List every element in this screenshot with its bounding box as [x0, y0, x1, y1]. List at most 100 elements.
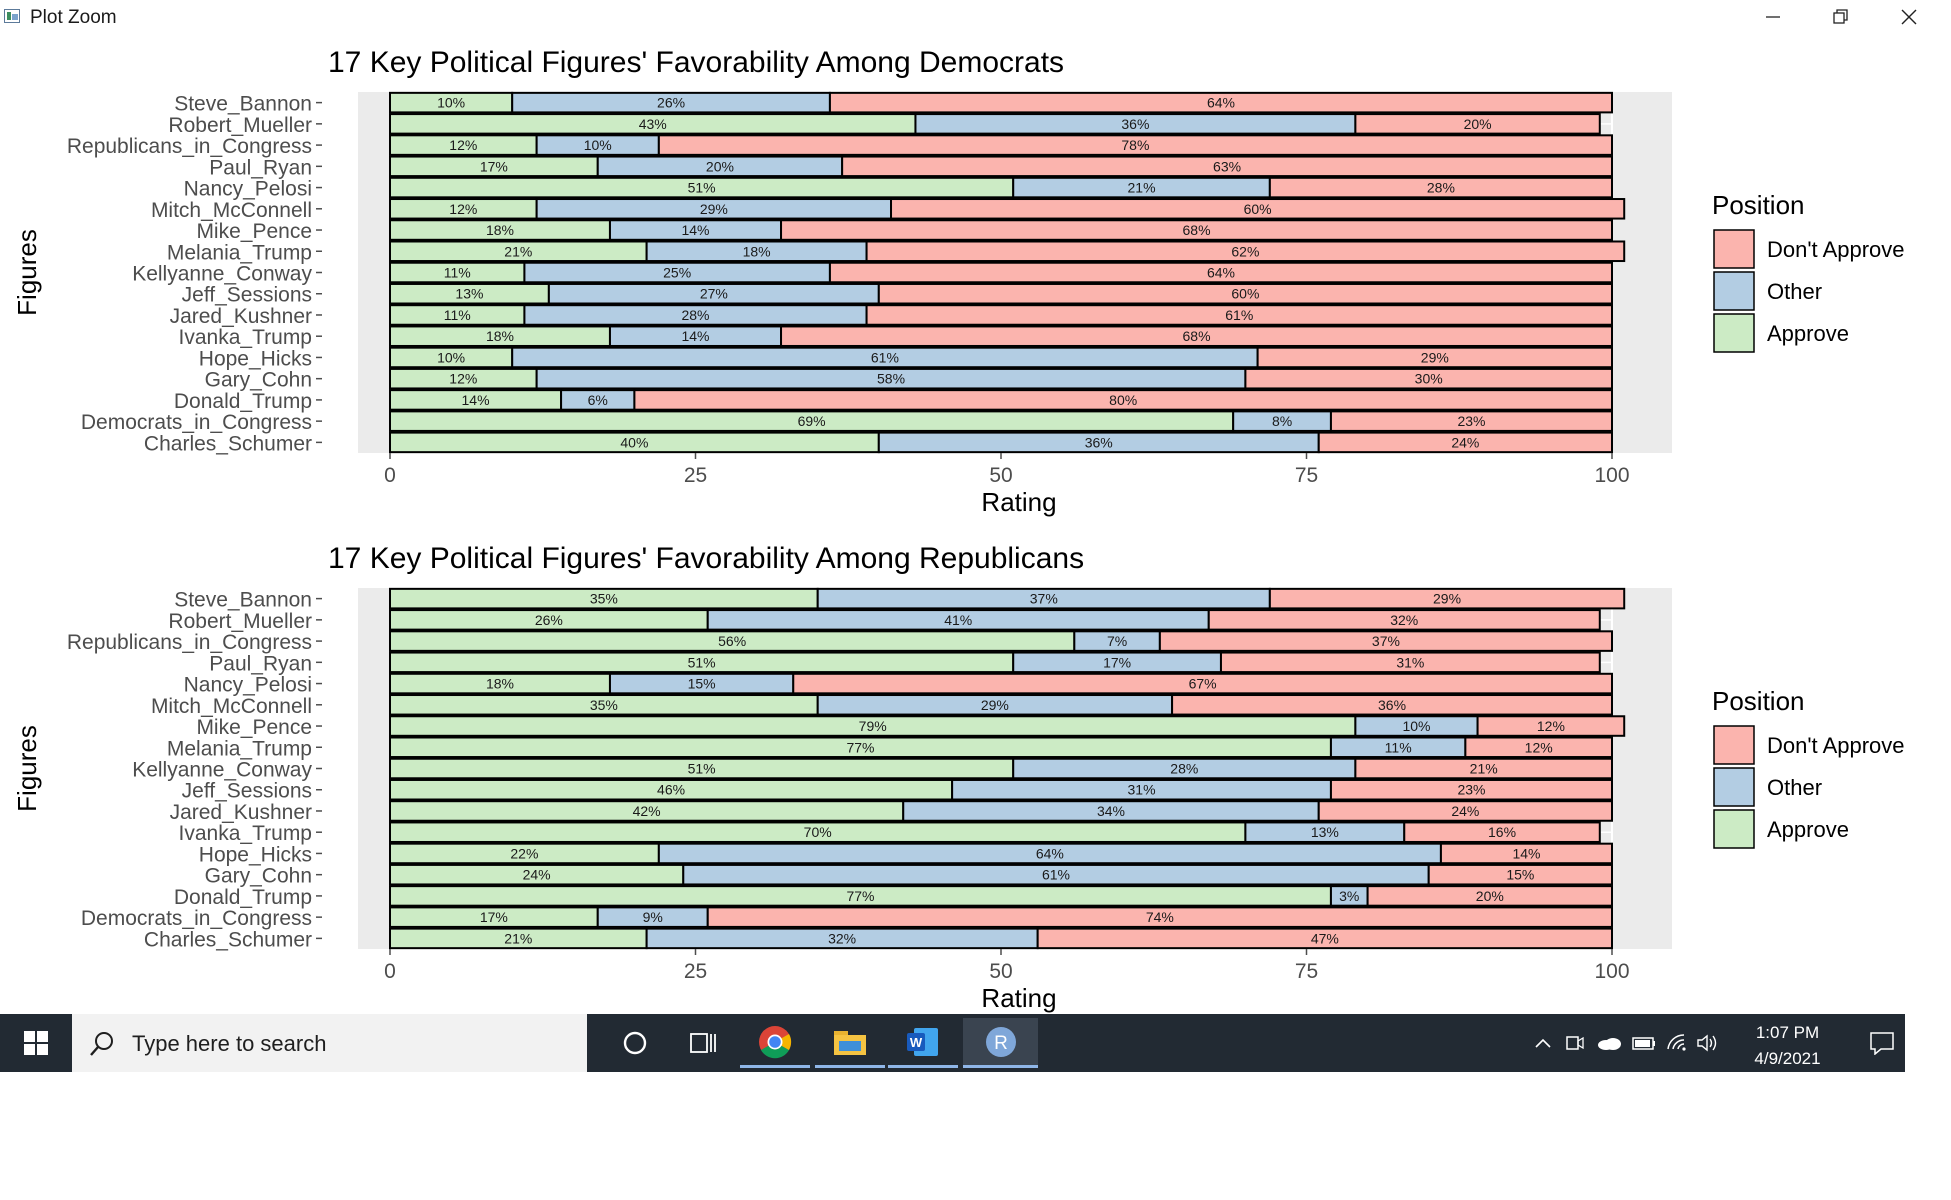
plot-area: 17 Key Political Figures' Favorability A… [0, 34, 1951, 1014]
data-label: 23% [1457, 413, 1485, 429]
y-tick-label: Mitch_McConnell [151, 695, 312, 718]
data-label: 64% [1207, 265, 1235, 281]
chrome-icon[interactable] [740, 1018, 810, 1068]
x-tick-label: 100 [1594, 960, 1629, 983]
cortana-icon[interactable] [600, 1018, 670, 1068]
data-label: 21% [1470, 761, 1498, 777]
data-label: 68% [1183, 328, 1211, 344]
word-icon[interactable]: W [888, 1018, 958, 1068]
bar-don-t-approve [706, 906, 1613, 928]
y-axis-title: Figures [12, 229, 42, 316]
close-icon[interactable] [1875, 0, 1943, 34]
y-tick-label: Democrats_in_Congress [81, 411, 312, 434]
data-label: 29% [1433, 591, 1461, 607]
data-label: 23% [1457, 782, 1485, 798]
legend-key [1713, 313, 1755, 353]
data-label: 68% [1183, 222, 1211, 238]
x-axis-title: Rating [981, 983, 1056, 1013]
y-tick-label: Robert_Mueller [168, 114, 312, 137]
notifications-icon[interactable] [1862, 1014, 1902, 1072]
data-label: 10% [584, 137, 612, 153]
x-tick-label: 0 [384, 960, 396, 983]
taskbar-clock[interactable]: 1:07 PM 4/9/2021 [1720, 1020, 1855, 1072]
data-label: 51% [688, 654, 716, 670]
data-label: 21% [504, 243, 532, 259]
file-explorer-icon[interactable] [815, 1018, 885, 1068]
x-tick-label: 0 [384, 464, 396, 487]
data-label: 35% [590, 591, 618, 607]
legend-label: Other [1767, 775, 1822, 800]
y-tick-label: Republicans_in_Congress [67, 135, 312, 158]
data-label: 11% [444, 265, 471, 281]
wifi-icon[interactable] [1662, 1014, 1692, 1072]
plot-canvas: 17 Key Political Figures' Favorability A… [12, 46, 1905, 1013]
y-tick-label: Paul_Ryan [209, 652, 312, 675]
y-tick-label: Donald_Trump [174, 390, 312, 413]
data-label: 20% [706, 158, 734, 174]
y-tick-label: Republicans_in_Congress [67, 631, 312, 654]
y-tick-label: Nancy_Pelosi [184, 178, 312, 201]
legend-key [1713, 767, 1755, 807]
data-label: 10% [1402, 718, 1430, 734]
bar-don-t-approve [1256, 346, 1613, 369]
data-label: 30% [1415, 371, 1443, 387]
data-label: 32% [828, 930, 856, 946]
data-label: 79% [859, 718, 887, 734]
legend-title: Position [1712, 190, 1805, 220]
bar-don-t-approve [1317, 800, 1613, 822]
svg-text:W: W [910, 1035, 923, 1050]
bar-don-t-approve [1464, 736, 1613, 759]
data-label: 80% [1109, 392, 1137, 408]
data-label: 28% [681, 307, 709, 323]
y-tick-label: Gary_Cohn [205, 369, 312, 392]
legend-key [1713, 809, 1755, 849]
data-label: 18% [743, 243, 771, 259]
data-label: 69% [798, 413, 826, 429]
minimize-icon[interactable] [1739, 0, 1807, 34]
data-label: 12% [449, 137, 477, 153]
legend-label: Approve [1767, 817, 1849, 842]
show-hidden-icons-icon[interactable] [1528, 1014, 1558, 1072]
taskbar-search-box[interactable]: Type here to search [72, 1014, 587, 1072]
data-label: 14% [1512, 845, 1540, 861]
data-label: 78% [1121, 137, 1149, 153]
restore-icon[interactable] [1807, 0, 1875, 34]
chart-title: 17 Key Political Figures' Favorability A… [328, 542, 1084, 575]
data-label: 77% [846, 888, 874, 904]
legend-label: Don't Approve [1767, 733, 1905, 758]
x-axis-title: Rating [981, 487, 1056, 517]
r-icon[interactable]: R [963, 1018, 1038, 1068]
legend-key [1713, 271, 1755, 311]
y-tick-label: Mike_Pence [196, 716, 312, 739]
data-label: 51% [688, 180, 716, 196]
data-label: 17% [480, 158, 508, 174]
legend: Position Don't Approve Other Approve [1712, 686, 1905, 849]
data-label: 6% [588, 392, 608, 408]
data-label: 35% [590, 697, 618, 713]
data-label: 15% [688, 676, 716, 692]
data-label: 17% [1103, 654, 1131, 670]
data-label: 13% [455, 286, 483, 302]
window-titlebar: Plot Zoom [0, 0, 1951, 34]
data-label: 26% [535, 612, 563, 628]
x-tick-label: 100 [1594, 464, 1629, 487]
y-tick-label: Kellyanne_Conway [132, 759, 312, 782]
bar-don-t-approve [1158, 630, 1613, 652]
data-label: 60% [1231, 286, 1259, 302]
y-tick-label: Steve_Bannon [174, 589, 312, 612]
task-view-icon[interactable] [668, 1018, 738, 1068]
data-label: 64% [1036, 845, 1064, 861]
bar-don-t-approve [1268, 176, 1613, 199]
data-label: 10% [437, 349, 465, 365]
data-label: 29% [1421, 349, 1449, 365]
y-tick-label: Jeff_Sessions [182, 780, 312, 803]
battery-icon[interactable] [1628, 1014, 1660, 1072]
volume-icon[interactable] [1694, 1014, 1722, 1072]
windows-start-icon[interactable] [0, 1014, 72, 1072]
data-label: 32% [1390, 612, 1418, 628]
onedrive-icon[interactable] [1593, 1014, 1625, 1072]
data-label: 31% [1128, 782, 1156, 798]
bar-don-t-approve [890, 198, 1626, 220]
data-label: 16% [1488, 824, 1516, 840]
meet-now-icon[interactable] [1560, 1014, 1590, 1072]
